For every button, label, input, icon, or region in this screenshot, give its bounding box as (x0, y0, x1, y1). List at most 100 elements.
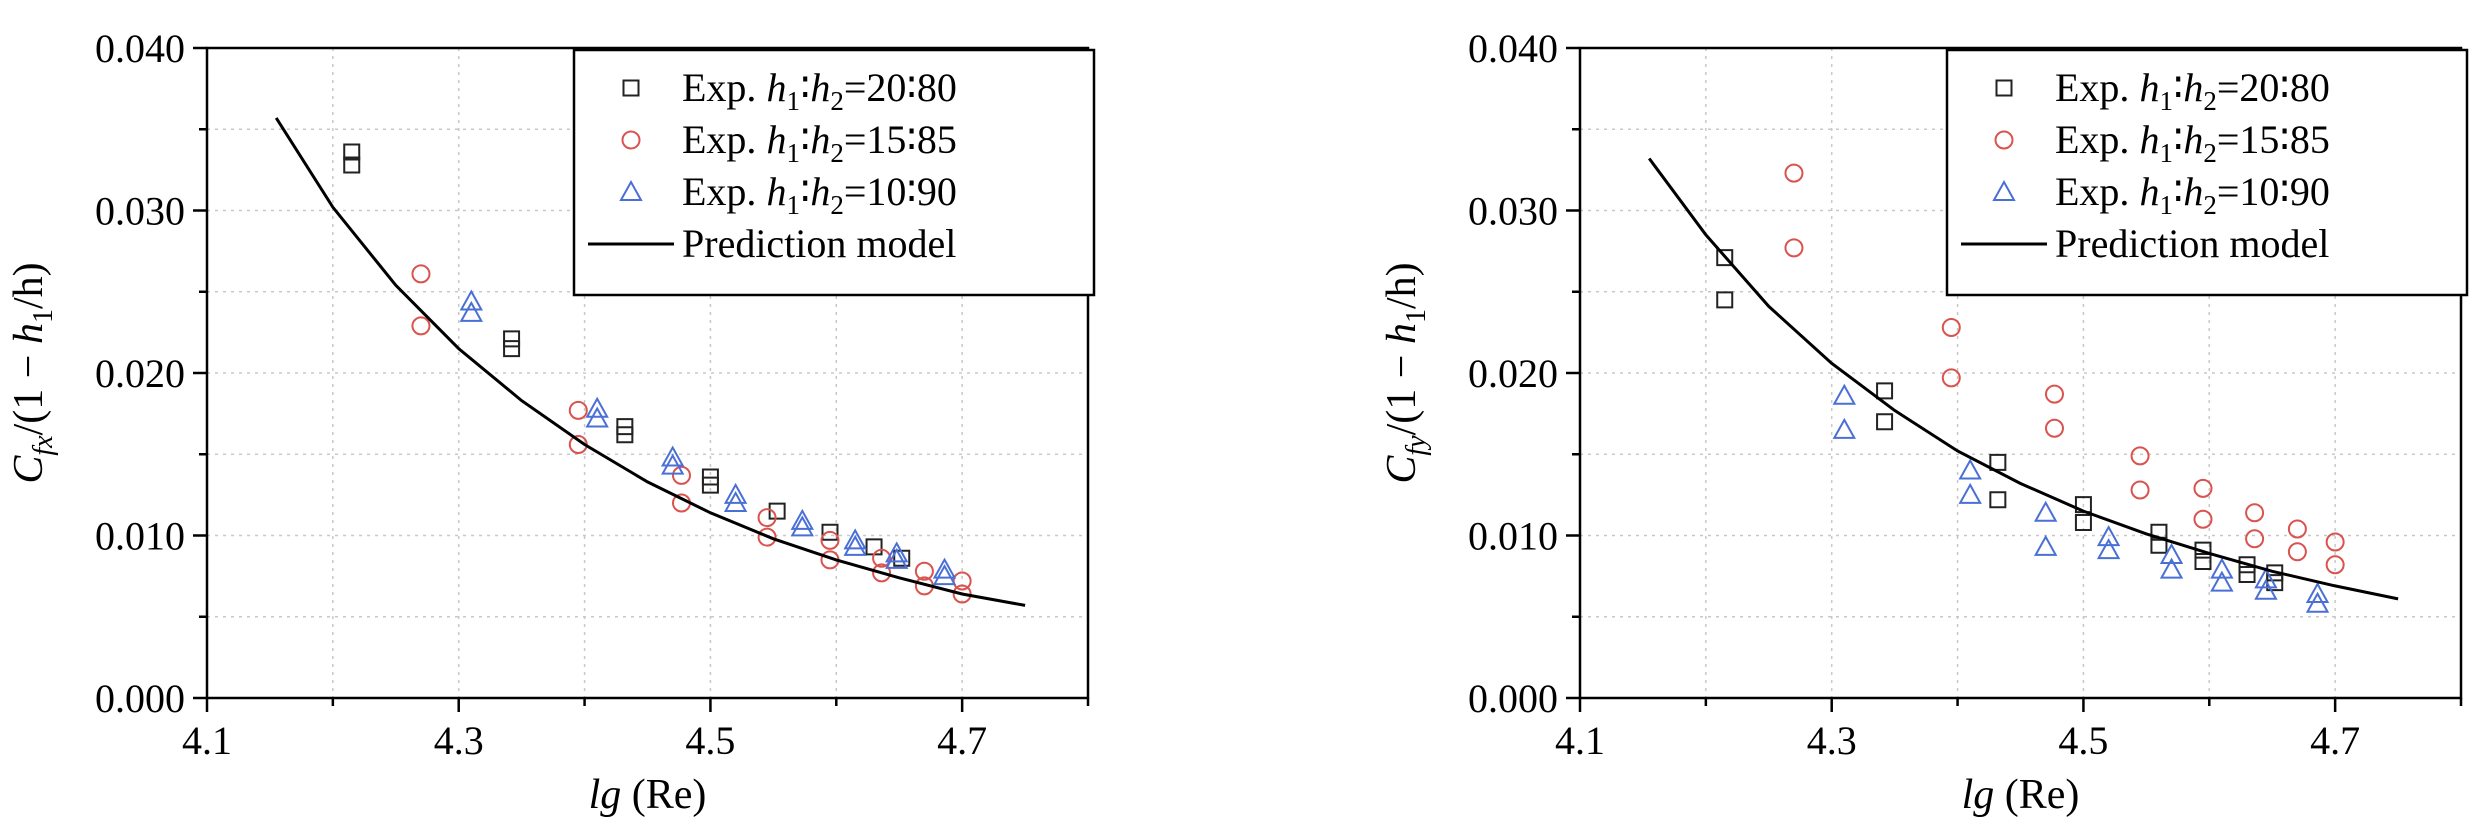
data-point-circle (568, 400, 588, 420)
data-point-triangle (660, 445, 685, 467)
data-point-circle (411, 264, 431, 284)
data-point-triangle (1832, 383, 1856, 405)
prediction-model-line (274, 117, 1026, 607)
legend-entry-label: Exp. h1∶h2=15∶85 (682, 117, 957, 168)
data-point-square (343, 156, 361, 174)
data-point-circle (411, 316, 431, 336)
data-point-triangle (2254, 567, 2278, 589)
legend-circle-marker (1994, 130, 2014, 150)
data-point-circle (2287, 519, 2307, 539)
data-point-triangle (459, 300, 483, 322)
data-point-circle (1784, 163, 1804, 183)
x-tick-label: 4.7 (937, 718, 987, 763)
data-point-square (2238, 566, 2256, 583)
x-axis-title: lg (Re) (589, 772, 707, 818)
data-point-triangle (2159, 542, 2184, 564)
data-point-square (1876, 382, 1894, 400)
data-point-square (2194, 553, 2212, 570)
series-4 (274, 117, 1026, 607)
data-point-circle (820, 530, 840, 550)
data-point-triangle (2210, 570, 2234, 592)
data-point-circle (757, 527, 777, 547)
data-point-triangle (884, 541, 909, 563)
data-point-triangle (2254, 578, 2278, 600)
data-point-square (1989, 453, 2007, 471)
y-tick-label: 0.000 (1468, 676, 1558, 721)
data-point-circle (2287, 542, 2307, 562)
series-1 (1716, 249, 2284, 592)
legend-square-marker (1995, 79, 2013, 97)
data-point-triangle (2096, 538, 2121, 560)
data-point-square (821, 523, 839, 541)
data-point-square (1716, 249, 1734, 267)
data-point-circle (1784, 238, 1804, 258)
y-axis-title: Cfy/(1 − h1/h) (1379, 262, 1432, 483)
data-point-circle (952, 584, 972, 604)
data-point-circle (2325, 532, 2345, 552)
data-point-circle (671, 465, 691, 485)
data-point-triangle (843, 534, 867, 556)
data-point-circle (2245, 503, 2265, 523)
y-axis-title: Cfx/(1 − h1/h) (6, 262, 59, 483)
legend-entry-label: Exp. h1∶h2=10∶90 (2055, 169, 2330, 220)
data-point-square (1716, 291, 1734, 309)
data-point-circle (757, 508, 777, 528)
data-point-triangle (932, 557, 957, 579)
data-point-circle (1941, 318, 1961, 337)
data-point-square (616, 426, 634, 444)
data-point-triangle (2305, 581, 2330, 603)
data-point-circle (2193, 478, 2213, 498)
legend-entry-label: Exp. h1∶h2=15∶85 (2055, 117, 2330, 168)
legend-circle-marker (621, 130, 641, 150)
data-point-triangle (2159, 557, 2184, 579)
data-point-circle (872, 563, 892, 583)
prediction-model-line (1647, 157, 2399, 601)
data-point-triangle (585, 406, 609, 428)
y-tick-label: 0.040 (1468, 26, 1558, 71)
legend-entry-label: Exp. h1∶h2=20∶80 (682, 65, 957, 116)
series-2 (1784, 163, 2345, 575)
axis-ticks (1566, 46, 2463, 712)
chart-panel-2: 4.1 4.3 4.5 4.7 0.000 0.010 0.020 0.030 0.040 lg … (1379, 26, 2469, 818)
y-tick-label: 0.030 (95, 189, 185, 234)
data-point-square (701, 476, 719, 494)
data-point-triangle (585, 396, 609, 418)
data-point-circle (2044, 418, 2064, 438)
legend-square-marker (622, 79, 640, 97)
y-tick-label: 0.020 (1468, 351, 1558, 396)
x-axis-title: lg (Re) (1962, 772, 2080, 818)
data-point-triangle (1958, 458, 1982, 480)
series-1 (343, 143, 911, 567)
data-point-circle (2193, 509, 2213, 529)
data-point-triangle (2033, 500, 2058, 522)
data-point-square (865, 538, 883, 556)
legend-entry-label: Exp. h1∶h2=20∶80 (2055, 65, 2330, 116)
data-point-circle (2130, 480, 2150, 500)
series-4 (1647, 157, 2399, 601)
legend-frame (1945, 48, 2469, 297)
data-point-triangle (2210, 557, 2234, 579)
chart-panel-1: 4.1 4.3 4.5 4.7 0.000 0.010 0.020 0.030 0.040 lg … (6, 26, 1096, 818)
series-3 (459, 289, 957, 586)
y-tick-label: 0.010 (1468, 514, 1558, 559)
x-tick-label: 4.7 (2310, 718, 2360, 763)
data-point-triangle (459, 289, 483, 311)
data-point-triangle (1832, 417, 1856, 439)
x-tick-label: 4.5 (685, 718, 735, 763)
data-point-circle (2044, 384, 2064, 404)
data-point-square (2074, 514, 2092, 531)
x-tick-label: 4.3 (434, 718, 484, 763)
x-tick-label: 4.1 (1555, 718, 1605, 763)
data-point-triangle (790, 508, 815, 530)
data-point-square (1989, 491, 2007, 509)
data-point-triangle (723, 482, 748, 504)
data-point-triangle (660, 453, 685, 475)
data-point-circle (2325, 555, 2345, 575)
y-tick-label: 0.040 (95, 26, 185, 71)
axis-ticks (193, 46, 1090, 712)
data-point-triangle (790, 515, 815, 537)
legend-entry-label: Prediction model (2055, 221, 2329, 266)
data-point-circle (2245, 529, 2265, 549)
